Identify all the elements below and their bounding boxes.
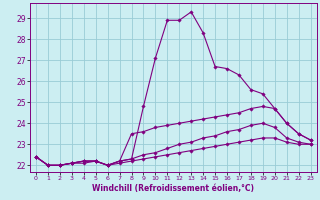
X-axis label: Windchill (Refroidissement éolien,°C): Windchill (Refroidissement éolien,°C) bbox=[92, 184, 254, 193]
